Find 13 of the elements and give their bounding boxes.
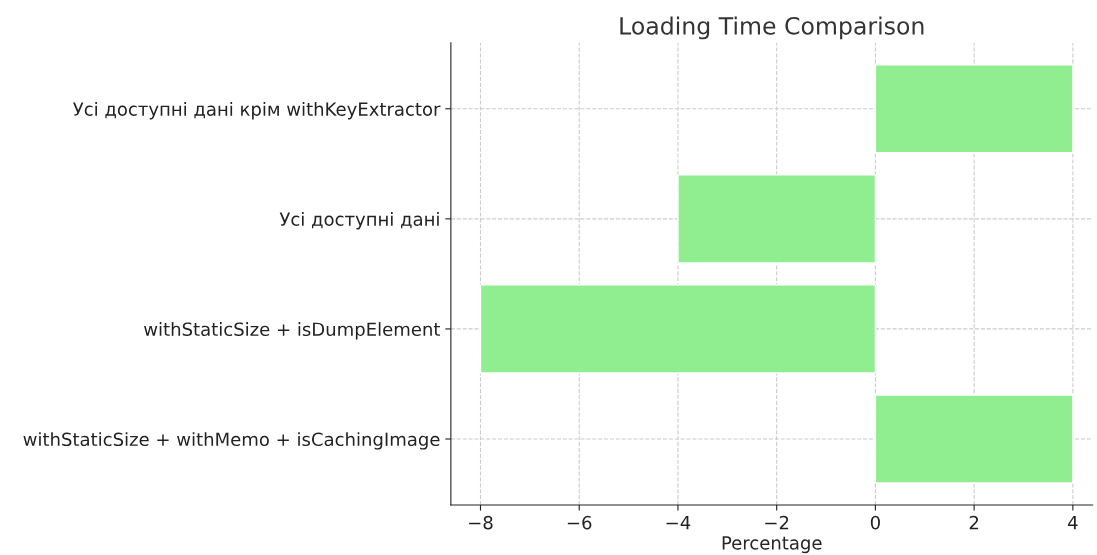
x-tick-label: 2 [969,515,979,530]
x-tick-label: −2 [765,515,789,530]
x-tick-label: −6 [567,515,592,530]
y-tick-label: Усі доступні дані [279,212,439,230]
y-tick-label: Усі доступні дані крім withKeyExtractor [73,101,441,120]
y-tick-label: withStaticSize + isDumpElement [144,322,441,340]
chart-title: Loading Time Comparison [620,16,924,40]
x-tick-label: −4 [666,516,691,530]
x-axis-title: Percentage [722,536,822,554]
x-tick-label: −8 [469,515,493,530]
x-tick-label: 4 [1068,516,1078,530]
y-tick-label: withStaticSize + withMemo + isCachingImage [23,432,440,450]
x-tick-label: 0 [870,515,880,530]
